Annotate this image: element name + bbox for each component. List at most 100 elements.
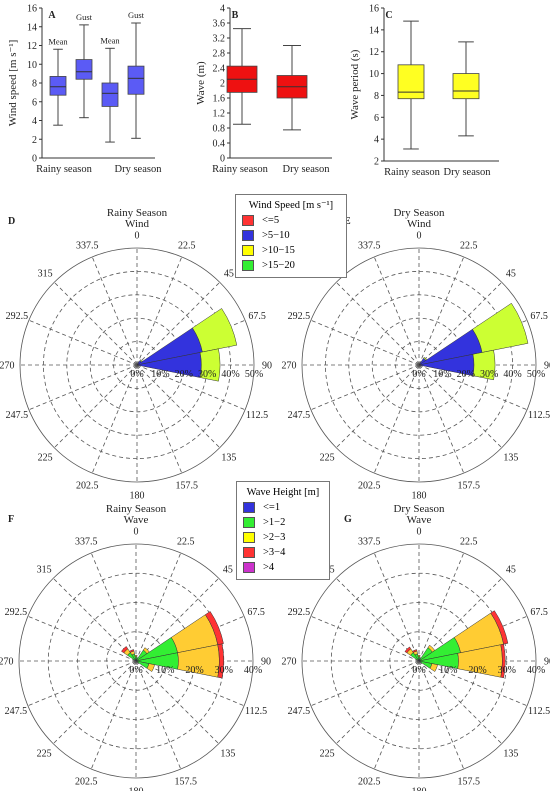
- grid-spoke: [135, 660, 220, 745]
- direction-label: 45: [506, 269, 516, 280]
- panel-letter: A: [48, 10, 56, 21]
- direction-label: 157.5: [457, 777, 480, 788]
- rose-sector: [129, 649, 135, 653]
- grid-spoke: [418, 256, 465, 366]
- y-tick-label: 0: [32, 154, 37, 165]
- wind-legend-item: >5−10: [242, 228, 340, 243]
- grid-spoke: [135, 577, 220, 662]
- grid-spoke: [310, 660, 420, 707]
- direction-label: 45: [224, 269, 234, 280]
- direction-label: 202.5: [358, 481, 381, 492]
- grid-spoke: [418, 577, 503, 662]
- y-tick-label: 2.8: [213, 49, 226, 60]
- grid-spoke: [373, 552, 420, 662]
- radial-label: 10%: [433, 369, 451, 380]
- direction-label: 157.5: [175, 481, 198, 492]
- legend-swatch: [243, 562, 255, 573]
- radial-label: 0%: [412, 665, 425, 676]
- wave-legend-item: >2−3: [243, 530, 323, 545]
- rose-sector: [121, 646, 129, 654]
- rose-sector: [204, 611, 224, 646]
- grid-spoke: [373, 256, 420, 366]
- direction-label: 135: [503, 748, 518, 759]
- radial-label: 30%: [498, 665, 516, 676]
- x-group-label: Dry season: [444, 167, 492, 178]
- y-tick-label: 4: [32, 116, 37, 127]
- y-tick-label: 6: [374, 113, 379, 124]
- direction-label: 90: [544, 361, 550, 372]
- radial-label: 0%: [129, 665, 142, 676]
- direction-label: 202.5: [75, 777, 98, 788]
- rose-sector: [146, 663, 155, 672]
- radial-label: 20%: [185, 665, 203, 676]
- direction-label: 22.5: [177, 536, 195, 547]
- rose-sector: [217, 643, 224, 679]
- direction-label: 112.5: [528, 706, 550, 717]
- direction-label: 90: [261, 657, 271, 668]
- rose-sector: [500, 643, 506, 679]
- legend-label: >3−4: [263, 547, 286, 558]
- panel-e-dry-wind-rose: 0 22.5 45 67.5 90 112.5 135 157.5 180 202.5 225 247…: [282, 207, 550, 502]
- y-tick-label: 0.4: [213, 139, 226, 150]
- y-axis-label: Wave period (s): [349, 49, 361, 119]
- rose-title: Rainy Season: [107, 207, 168, 219]
- direction-label: 180: [412, 491, 427, 502]
- rose-sector: [472, 349, 496, 381]
- direction-label: 90: [544, 657, 550, 668]
- legend-label: >5−10: [262, 230, 290, 241]
- panel-f-rainy-wave-rose: 0 22.5 45 67.5 90 112.5 135 157.5 180 202.5 225 247…: [0, 503, 271, 791]
- y-tick-label: 14: [27, 22, 37, 33]
- direction-label: 337.5: [76, 240, 99, 251]
- grid-spoke: [136, 364, 246, 411]
- direction-label: 247.5: [6, 410, 29, 421]
- grid-spoke: [135, 552, 182, 662]
- wind-legend-item: >15−20: [242, 258, 340, 273]
- rose-sector: [134, 654, 138, 657]
- grid-spoke: [418, 364, 528, 411]
- y-axis-label: Wind speed [m s⁻¹]: [7, 40, 19, 127]
- rose-subtitle: Wave: [407, 514, 432, 526]
- panel-letter: B: [232, 10, 239, 21]
- legend-label: >4: [263, 562, 275, 573]
- direction-label: 0: [135, 231, 140, 242]
- y-tick-label: 8: [32, 79, 37, 90]
- grid-spoke: [373, 660, 420, 770]
- grid-spoke: [418, 364, 465, 474]
- grid-spoke: [373, 364, 420, 474]
- box-label: Mean: [48, 36, 68, 46]
- direction-label: 315: [37, 565, 52, 576]
- box: [452, 73, 480, 100]
- rose-sector: [199, 348, 221, 382]
- panel-letter: G: [344, 514, 352, 525]
- panel-letter: E: [344, 216, 351, 227]
- grid-spoke: [335, 364, 420, 449]
- y-tick-label: 1.6: [213, 94, 226, 105]
- legend-label: >1−2: [263, 517, 286, 528]
- grid-spoke: [418, 281, 503, 366]
- panel-c-wave-period-boxplot: 2 4 6 8 10 12 14 16 Wave period (s) Rainy season D…: [349, 4, 499, 178]
- grid-spoke: [418, 660, 528, 707]
- direction-label: 22.5: [460, 536, 478, 547]
- x-group-label: Dry season: [115, 164, 163, 175]
- wave-legend-title: Wave Height [m]: [246, 487, 320, 498]
- y-tick-label: 4: [220, 4, 225, 15]
- direction-label: 157.5: [457, 481, 480, 492]
- direction-label: 0: [417, 527, 422, 538]
- grid-spoke: [27, 660, 137, 707]
- legend-swatch: [242, 260, 254, 271]
- grid-spoke: [90, 552, 137, 662]
- wave-legend-item: >4: [243, 560, 323, 575]
- panel-b-wave-height-boxplot: 0 0.4 0.8 1.2 1.6 2 2.4 2.8 3.2 3.6 4 Wave (m) Rainy…: [195, 4, 332, 175]
- direction-label: 22.5: [460, 240, 478, 251]
- rose-subtitle: Wind: [407, 218, 431, 230]
- direction-label: 67.5: [530, 607, 548, 618]
- grid-spoke: [335, 281, 420, 366]
- grid-spoke: [91, 256, 138, 366]
- direction-label: 225: [38, 452, 53, 463]
- rose-sector: [192, 308, 238, 353]
- direction-label: 157.5: [174, 777, 197, 788]
- y-tick-label: 1.2: [213, 109, 226, 120]
- direction-label: 225: [320, 748, 335, 759]
- grid-spoke: [135, 660, 245, 707]
- y-tick-label: 16: [369, 4, 379, 15]
